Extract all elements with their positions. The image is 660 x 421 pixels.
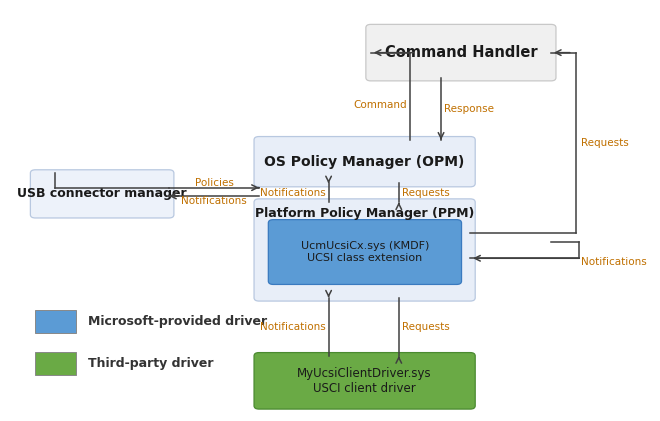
Text: UcmUcsiCx.sys (KMDF)
UCSI class extension: UcmUcsiCx.sys (KMDF) UCSI class extensio… xyxy=(301,241,429,263)
Text: Notifications: Notifications xyxy=(260,322,325,332)
Text: Notifications: Notifications xyxy=(181,196,247,206)
FancyBboxPatch shape xyxy=(36,310,76,333)
Text: Requests: Requests xyxy=(581,138,628,148)
Text: Notifications: Notifications xyxy=(581,257,647,267)
Text: Notifications: Notifications xyxy=(260,188,325,198)
Text: Requests: Requests xyxy=(402,322,449,332)
Text: MyUcsiClientDriver.sys
USCI client driver: MyUcsiClientDriver.sys USCI client drive… xyxy=(297,367,432,395)
FancyBboxPatch shape xyxy=(254,199,475,301)
Text: Third-party driver: Third-party driver xyxy=(88,357,214,370)
Text: Platform Policy Manager (PPM): Platform Policy Manager (PPM) xyxy=(255,207,475,220)
FancyBboxPatch shape xyxy=(254,136,475,187)
FancyBboxPatch shape xyxy=(366,24,556,81)
FancyBboxPatch shape xyxy=(36,352,76,375)
Text: Command: Command xyxy=(353,99,407,109)
Text: OS Policy Manager (OPM): OS Policy Manager (OPM) xyxy=(265,155,465,169)
FancyBboxPatch shape xyxy=(254,352,475,409)
Text: Policies: Policies xyxy=(195,178,234,188)
FancyBboxPatch shape xyxy=(269,220,461,285)
Text: Microsoft-provided driver: Microsoft-provided driver xyxy=(88,315,267,328)
Text: USB connector manager: USB connector manager xyxy=(17,187,187,200)
Text: Command Handler: Command Handler xyxy=(385,45,537,60)
Text: Requests: Requests xyxy=(402,188,449,198)
FancyBboxPatch shape xyxy=(30,170,174,218)
Text: Response: Response xyxy=(444,104,494,114)
